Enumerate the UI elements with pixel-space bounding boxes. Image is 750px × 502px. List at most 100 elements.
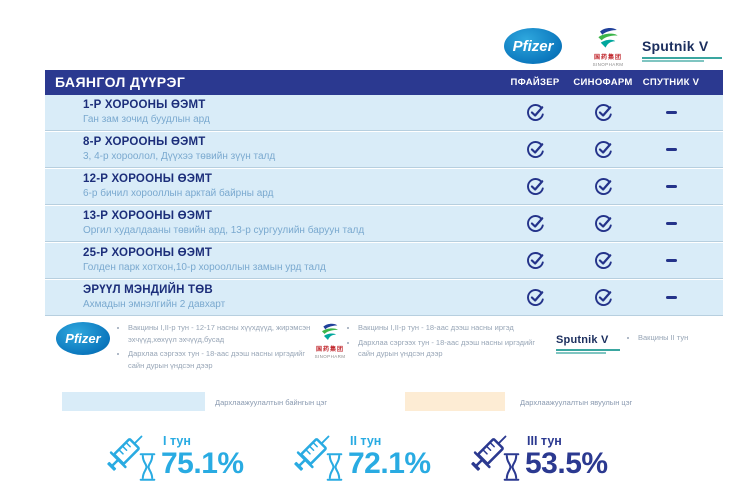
availability-cell — [495, 206, 575, 241]
dose-stat: II тун 72.1% — [283, 428, 473, 492]
check-circle-icon — [594, 141, 612, 158]
sinopharm-swirl-icon — [595, 28, 621, 54]
note-bullet: Дархлаа сэргээх тун - 18-аас дээш насны … — [128, 348, 318, 371]
dash-icon — [665, 296, 677, 299]
table-row: 13-Р ХОРООНЫ ӨЭМТ Оргил худалдааны төвийн… — [45, 206, 723, 242]
sinopharm-logo-small: 国药集团 SINOPHARM — [310, 322, 350, 360]
sinopharm-logo: 国药集团 SINOPHARM — [586, 26, 630, 68]
dose-percentage: 72.1% — [348, 447, 431, 480]
pfizer-logo: Pfizer — [504, 28, 562, 64]
availability-cell — [631, 280, 711, 315]
table-row: 8-Р ХОРООНЫ ӨЭМТ 3, 4-р хороолол, Дүүхээ … — [45, 132, 723, 168]
note-bullet: Вакцины I,II-р тун - 12-17 насны хүүхдүү… — [128, 322, 318, 345]
table-row: 1-Р ХОРООНЫ ӨЭМТ Ган зам зочид буудлын ар… — [45, 95, 723, 131]
syringe-icon — [294, 435, 330, 471]
site-name: 12-Р ХОРООНЫ ӨЭМТ — [83, 173, 213, 185]
site-address: 6-р бичил хорооллын арктай байрны ард — [83, 188, 274, 199]
availability-cell — [631, 169, 711, 204]
site-address: Голден парк хотхон,10-р хорооллын замын … — [83, 262, 326, 273]
check-circle-icon — [526, 252, 544, 269]
legend-label: Дархлаажуулалтын байнгын цэг — [215, 398, 328, 407]
availability-cell — [631, 95, 711, 130]
hourglass-icon — [326, 453, 343, 481]
site-name: 13-Р ХОРООНЫ ӨЭМТ — [83, 210, 213, 222]
district-title: БАЯНГОЛ ДҮҮРЭГ — [55, 74, 186, 90]
check-circle-icon — [594, 289, 612, 306]
site-address: 3, 4-р хороолол, Дүүхээ төвийн зүүн талд — [83, 151, 276, 162]
syringe-icon — [471, 435, 507, 471]
table-row: ЭРҮҮЛ МЭНДИЙН ТӨВ Ахмадын эмнэлгийн 2 дав… — [45, 280, 723, 316]
syringe-icon — [107, 435, 143, 471]
sinopharm-en-text: SINOPHARM — [592, 62, 624, 67]
site-address: Оргил худалдааны төвийн ард, 13-р сургуу… — [83, 225, 365, 236]
site-name: ЭРҮҮЛ МЭНДИЙН ТӨВ — [83, 284, 213, 296]
sputnik-logo-small: Sputnik V — [556, 334, 626, 354]
dash-icon — [665, 259, 677, 262]
dose-stat: I тун 75.1% — [96, 428, 286, 492]
check-circle-icon — [526, 178, 544, 195]
note-bullet: Вакцины I,II-р тун - 18-аас дээш насны и… — [358, 322, 548, 334]
sinopharm-cn-text: 国药集团 — [315, 347, 344, 353]
dose-stat: III тун 53.5% — [460, 428, 650, 492]
sputnik-tagline-line — [556, 349, 620, 351]
vaccination-sites-table: 1-Р ХОРООНЫ ӨЭМТ Ган зам зочид буудлын ар… — [45, 95, 723, 317]
check-circle-icon — [594, 215, 612, 232]
check-circle-icon — [526, 141, 544, 158]
availability-cell — [631, 243, 711, 278]
availability-cell — [495, 169, 575, 204]
vaccine-note-sinopharm: Вакцины I,II-р тун - 18-аас дээш насны и… — [348, 322, 548, 363]
site-name: 1-Р ХОРООНЫ ӨЭМТ — [83, 99, 206, 111]
availability-cell — [563, 95, 643, 130]
site-name: 25-Р ХОРООНЫ ӨЭМТ — [83, 247, 213, 259]
legend-swatch — [405, 392, 505, 411]
availability-cell — [563, 206, 643, 241]
sputnik-tagline-line — [556, 352, 606, 354]
check-circle-icon — [526, 215, 544, 232]
sputnik-logo-text: Sputnik V — [556, 334, 609, 346]
vaccine-note-pfizer: Вакцины I,II-р тун - 12-17 насны хүүхдүү… — [118, 322, 318, 375]
vaccine-note-sputnik: Вакцины II тун — [628, 332, 738, 347]
check-circle-icon — [594, 178, 612, 195]
column-header-1: ПФАЙЗЕР — [510, 77, 560, 88]
dose-label: II тун — [350, 434, 382, 448]
site-address: Ахмадын эмнэлгийн 2 давхарт — [83, 299, 226, 310]
table-row: 25-Р ХОРООНЫ ӨЭМТ Голден парк хотхон,10-р… — [45, 243, 723, 279]
pfizer-logo-text: Pfizer — [65, 331, 101, 346]
availability-cell — [495, 132, 575, 167]
check-circle-icon — [526, 289, 544, 306]
dose-label: III тун — [527, 434, 562, 448]
sputnik-tagline-line — [642, 60, 704, 62]
table-header: БАЯНГОЛ ДҮҮРЭГ ПФАЙЗЕР СИНОФАРМ СПУТНИК V — [45, 70, 723, 95]
hourglass-icon — [139, 453, 156, 481]
check-circle-icon — [594, 104, 612, 121]
check-circle-icon — [526, 104, 544, 121]
column-header-3: СПУТНИК V — [642, 77, 700, 88]
availability-cell — [563, 280, 643, 315]
availability-cell — [631, 206, 711, 241]
dash-icon — [665, 222, 677, 225]
sinopharm-swirl-icon — [322, 323, 338, 340]
dash-icon — [665, 185, 677, 188]
dose-percentage: 75.1% — [161, 447, 244, 480]
availability-cell — [495, 95, 575, 130]
sputnik-logo-text: Sputnik V — [642, 38, 709, 54]
sputnik-logo: Sputnik V — [642, 38, 727, 62]
availability-cell — [563, 243, 643, 278]
dose-percentage: 53.5% — [525, 447, 608, 480]
sinopharm-cn-text: 国药集团 — [593, 55, 622, 61]
sinopharm-swirl-icon — [319, 323, 341, 346]
site-name: 8-Р ХОРООНЫ ӨЭМТ — [83, 136, 206, 148]
pfizer-logo-small: Pfizer — [56, 322, 110, 355]
dash-icon — [665, 148, 677, 151]
availability-cell — [495, 243, 575, 278]
dash-icon — [665, 111, 677, 114]
availability-cell — [563, 169, 643, 204]
check-circle-icon — [594, 252, 612, 269]
availability-cell — [631, 132, 711, 167]
sinopharm-en-text: SINOPHARM — [314, 354, 346, 359]
site-address: Ган зам зочид буудлын ард — [83, 114, 210, 125]
note-bullet: Вакцины II тун — [638, 332, 738, 344]
legend-label: Дархлаажуулалтын явуулын цэг — [520, 398, 633, 407]
availability-cell — [495, 280, 575, 315]
